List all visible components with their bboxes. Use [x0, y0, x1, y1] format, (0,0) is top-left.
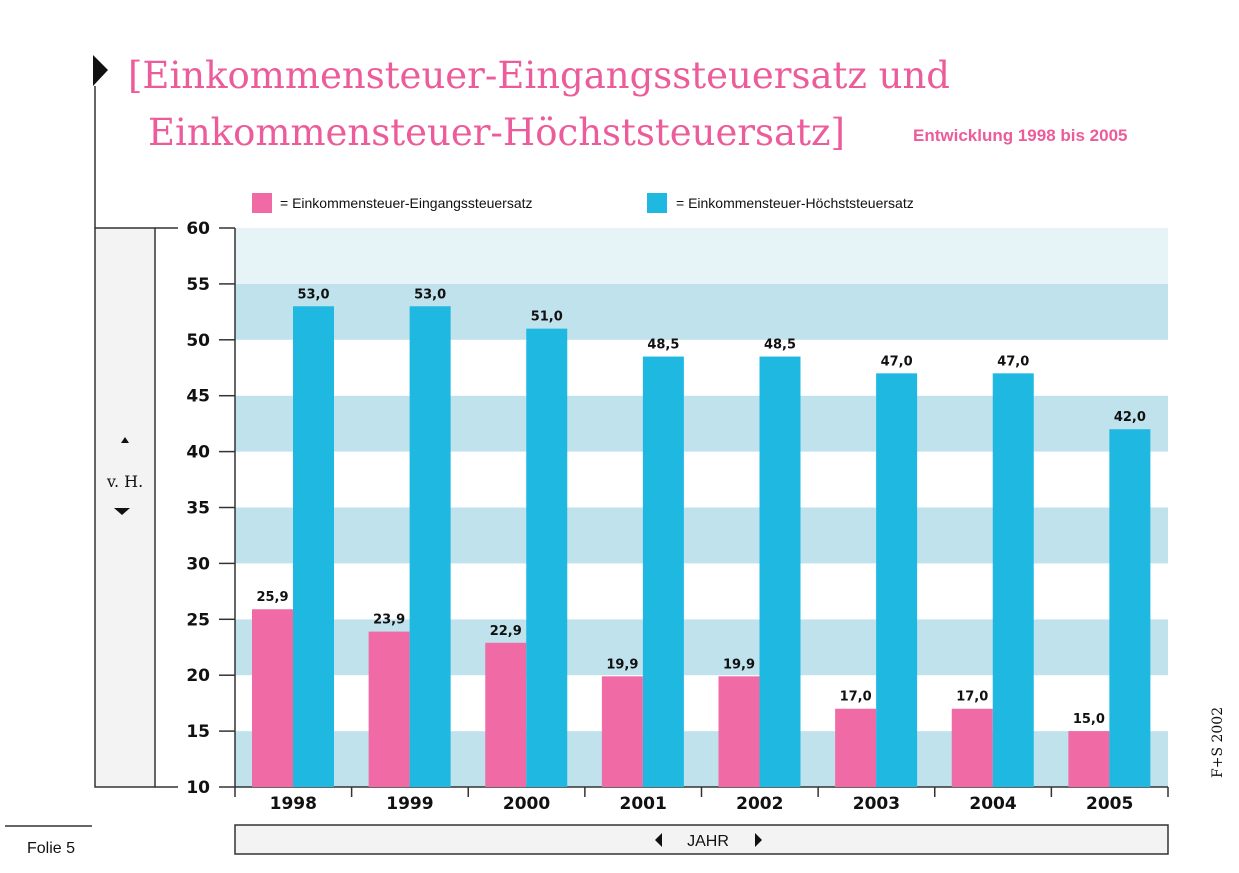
bar-eingang-2004 [951, 708, 993, 787]
x-tick-label: 1999 [386, 794, 433, 814]
credit-text: F+S 2002 [1210, 707, 1226, 778]
data-label: 25,9 [256, 590, 288, 605]
bar-eingang-2005 [1068, 731, 1110, 787]
data-label: 47,0 [881, 354, 913, 369]
x-axis-label: JAHR [687, 833, 729, 850]
y-tick-label: 35 [186, 499, 210, 519]
x-tick-label: 2005 [1086, 794, 1133, 814]
y-tick-label: 60 [186, 219, 210, 239]
data-label: 53,0 [414, 287, 446, 302]
bar-eingang-2001 [601, 676, 643, 787]
data-label: 42,0 [1114, 410, 1146, 425]
bar-hoechst-1998 [293, 306, 334, 787]
y-tick-label: 30 [186, 554, 210, 574]
bar-hoechst-2004 [992, 373, 1034, 787]
data-label: 17,0 [840, 690, 872, 705]
bar-eingang-1999 [368, 631, 410, 787]
bar-eingang-2000 [485, 642, 527, 787]
data-label: 17,0 [956, 690, 988, 705]
x-tick-label: 1998 [270, 794, 317, 814]
grid-band [235, 228, 1168, 284]
data-label: 19,9 [606, 657, 638, 672]
data-label: 48,5 [647, 338, 679, 353]
data-label: 22,9 [490, 624, 522, 639]
y-tick-label: 40 [186, 443, 210, 463]
arrow-down-icon [114, 508, 130, 515]
legend: = Einkommensteuer-Eingangssteuersatz = E… [252, 193, 914, 213]
data-label: 47,0 [997, 354, 1029, 369]
x-tick-label: 2002 [736, 794, 783, 814]
chart-title-line2: Einkommensteuer-Höchststeuersatz] [148, 111, 845, 154]
bar-eingang-2003 [835, 708, 877, 787]
x-axis-label-box [234, 824, 1169, 855]
data-label: 19,9 [723, 657, 755, 672]
bar-eingang-1998 [252, 609, 293, 787]
legend-swatch-hoechst [647, 193, 667, 213]
data-label: 23,9 [373, 613, 405, 628]
x-tick-label: 2000 [503, 794, 550, 814]
x-tick-label: 2001 [620, 794, 667, 814]
bar-hoechst-2002 [759, 356, 801, 787]
y-tick-label: 15 [186, 722, 210, 742]
y-tick-label: 50 [186, 331, 210, 351]
arrow-right-icon [755, 833, 762, 847]
data-label: 53,0 [297, 287, 329, 302]
legend-swatch-eingang [252, 193, 272, 213]
grid-band [235, 283, 1168, 340]
slide-number: Folie 5 [27, 840, 75, 857]
bar-hoechst-2003 [876, 373, 918, 787]
y-tick-label: 45 [186, 387, 210, 407]
y-tick-label: 20 [186, 666, 210, 686]
data-label: 51,0 [531, 310, 563, 325]
x-tick-label: 2003 [853, 794, 900, 814]
bar-hoechst-2005 [1109, 429, 1151, 787]
bar-hoechst-2000 [526, 328, 568, 787]
y-axis-label-box [94, 227, 156, 788]
chart-title-line1: [Einkommensteuer-Eingangssteuersatz und [128, 54, 950, 97]
arrow-left-icon [655, 833, 662, 847]
data-label: 15,0 [1073, 712, 1105, 727]
arrow-marker-icon [93, 55, 108, 86]
bar-eingang-2002 [718, 676, 760, 787]
bar-hoechst-2001 [642, 356, 684, 787]
data-label: 48,5 [764, 338, 796, 353]
y-tick-label: 25 [186, 610, 210, 630]
legend-label-hoechst: = Einkommensteuer-Höchststeuersatz [676, 195, 914, 211]
y-tick-label: 55 [186, 275, 210, 295]
legend-label-eingang: = Einkommensteuer-Eingangssteuersatz [280, 195, 533, 211]
y-axis-label: v. H. [106, 472, 143, 491]
y-tick-label: 10 [186, 778, 210, 798]
bar-hoechst-1999 [409, 306, 451, 787]
arrow-up-icon [121, 437, 129, 443]
x-tick-label: 2004 [969, 794, 1016, 814]
chart-subtitle: Entwicklung 1998 bis 2005 [913, 126, 1127, 145]
